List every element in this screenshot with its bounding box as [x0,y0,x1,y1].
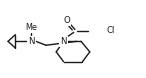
Text: N: N [60,37,67,46]
Text: O: O [63,16,70,25]
Text: Me: Me [25,23,37,32]
Text: N: N [28,37,35,46]
Text: Cl: Cl [107,26,115,35]
